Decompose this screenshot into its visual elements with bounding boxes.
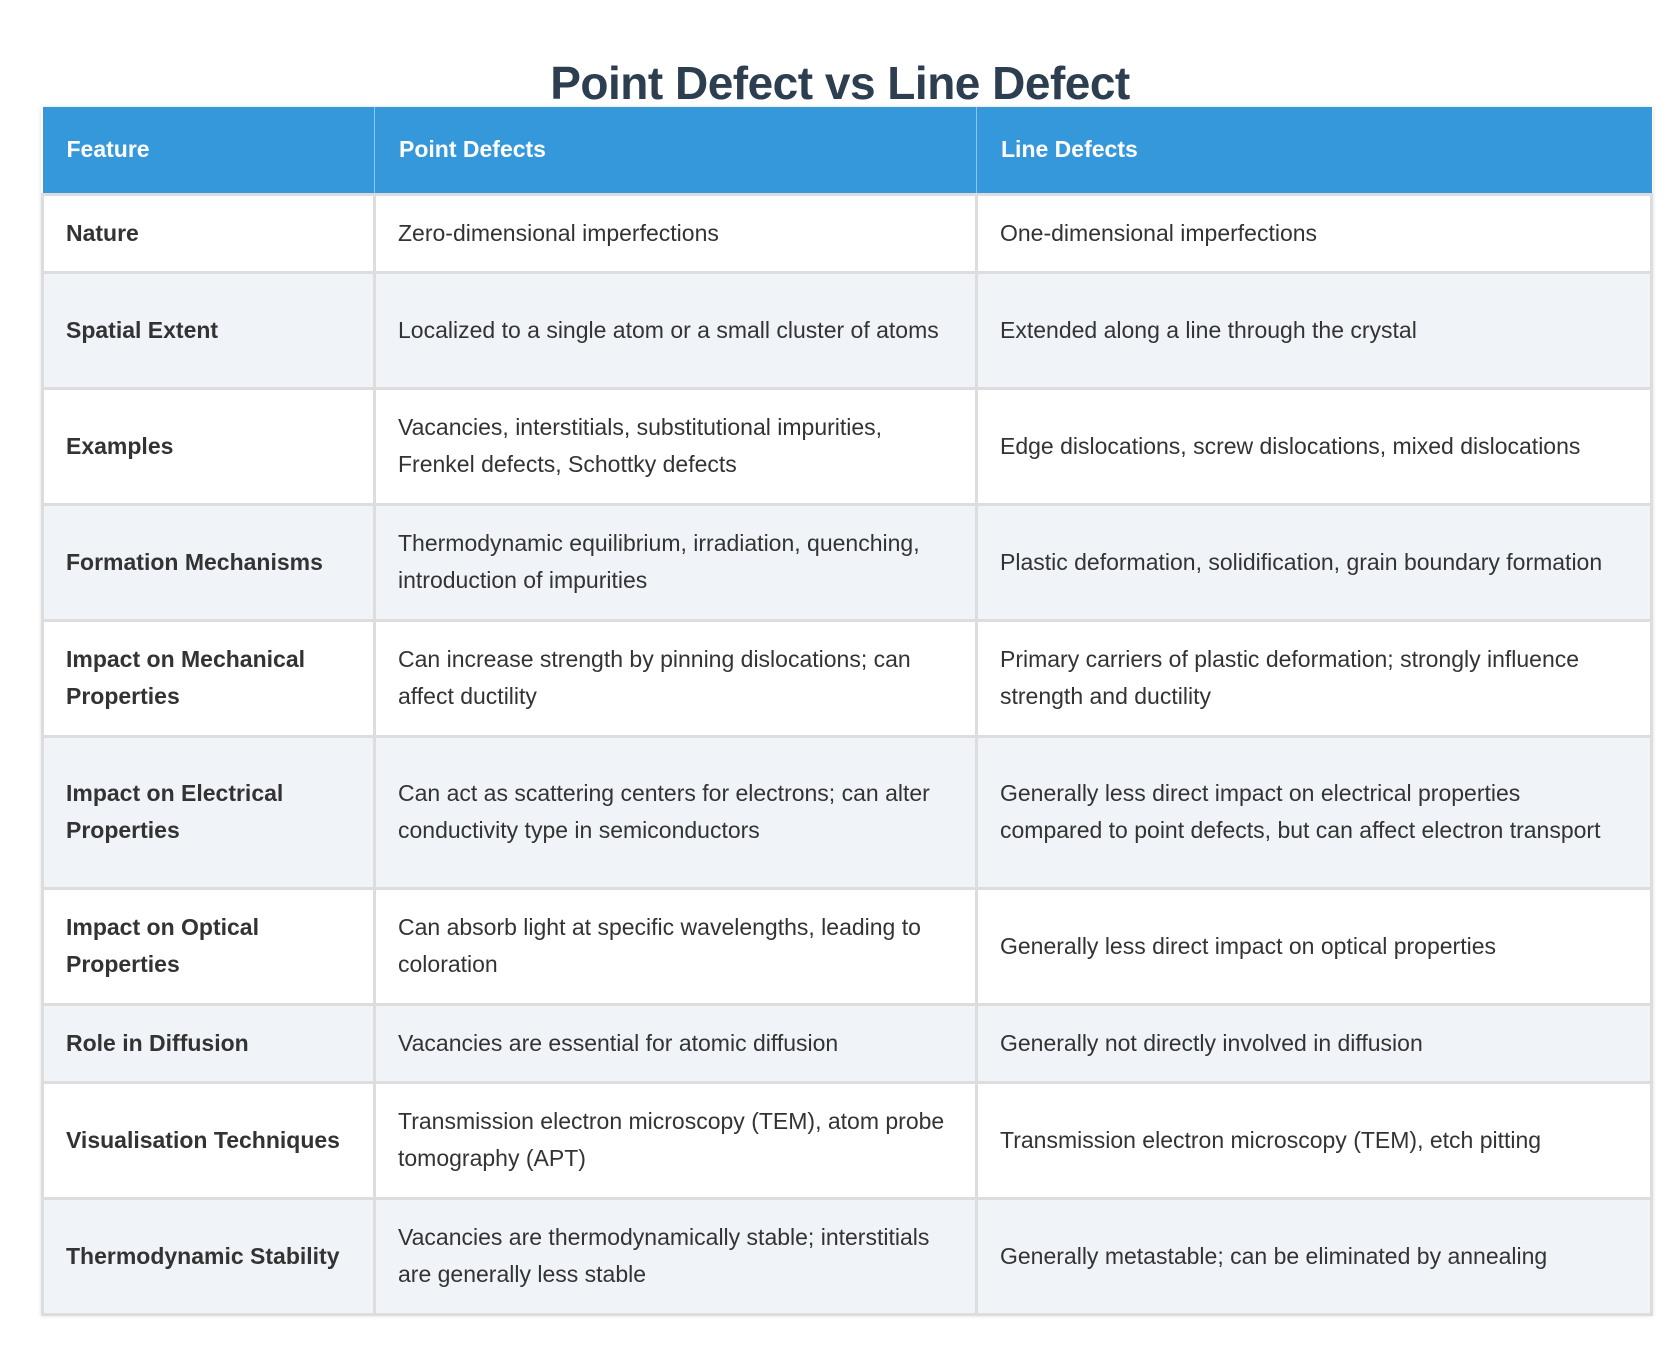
table-row: Impact on Optical Properties Can absorb …	[41, 886, 1653, 1006]
line-defect-cell: Generally not directly involved in diffu…	[975, 1002, 1653, 1084]
table-body: Nature Zero-dimensional imperfections On…	[41, 192, 1653, 1316]
point-defect-cell: Thermodynamic equilibrium, irradiation, …	[373, 502, 978, 622]
point-defect-cell: Vacancies are thermodynamically stable; …	[373, 1196, 978, 1316]
point-defect-cell: Can absorb light at specific wavelengths…	[373, 886, 978, 1006]
column-header-line-defects: Line Defects	[976, 107, 1652, 195]
line-defect-cell: Edge dislocations, screw dislocations, m…	[975, 386, 1653, 506]
feature-cell: Nature	[41, 192, 376, 274]
line-defect-cell: One-dimensional imperfections	[975, 192, 1653, 274]
comparison-table: Feature Point Defects Line Defects Natur…	[41, 107, 1653, 1316]
table-row: Formation Mechanisms Thermodynamic equil…	[41, 502, 1653, 622]
feature-cell: Impact on Mechanical Properties	[41, 618, 376, 738]
line-defect-cell: Primary carriers of plastic deformation;…	[975, 618, 1653, 738]
page-title: Point Defect vs Line Defect	[550, 56, 1130, 109]
column-header-point-defects: Point Defects	[374, 107, 977, 195]
feature-cell: Formation Mechanisms	[41, 502, 376, 622]
table-row: Visualisation Techniques Transmission el…	[41, 1080, 1653, 1200]
line-defect-cell: Generally less direct impact on electric…	[975, 734, 1653, 890]
table-row: Spatial Extent Localized to a single ato…	[41, 270, 1653, 390]
table-row: Nature Zero-dimensional imperfections On…	[41, 192, 1653, 274]
feature-cell: Thermodynamic Stability	[41, 1196, 376, 1316]
table-row: Impact on Mechanical Properties Can incr…	[41, 618, 1653, 738]
feature-cell: Examples	[41, 386, 376, 506]
line-defect-cell: Generally less direct impact on optical …	[975, 886, 1653, 1006]
column-header-feature: Feature	[42, 107, 375, 195]
table-row: Thermodynamic Stability Vacancies are th…	[41, 1196, 1653, 1316]
feature-cell: Impact on Optical Properties	[41, 886, 376, 1006]
line-defect-cell: Generally metastable; can be eliminated …	[975, 1196, 1653, 1316]
point-defect-cell: Vacancies are essential for atomic diffu…	[373, 1002, 978, 1084]
point-defect-cell: Can act as scattering centers for electr…	[373, 734, 978, 890]
feature-cell: Impact on Electrical Properties	[41, 734, 376, 890]
line-defect-cell: Transmission electron microscopy (TEM), …	[975, 1080, 1653, 1200]
feature-cell: Role in Diffusion	[41, 1002, 376, 1084]
table-row: Examples Vacancies, interstitials, subst…	[41, 386, 1653, 506]
table-row: Role in Diffusion Vacancies are essentia…	[41, 1002, 1653, 1084]
point-defect-cell: Zero-dimensional imperfections	[373, 192, 978, 274]
feature-cell: Visualisation Techniques	[41, 1080, 376, 1200]
header-row: Feature Point Defects Line Defects	[42, 107, 1652, 195]
point-defect-cell: Vacancies, interstitials, substitutional…	[373, 386, 978, 506]
line-defect-cell: Extended along a line through the crysta…	[975, 270, 1653, 390]
table-row: Impact on Electrical Properties Can act …	[41, 734, 1653, 890]
point-defect-cell: Can increase strength by pinning disloca…	[373, 618, 978, 738]
point-defect-cell: Transmission electron microscopy (TEM), …	[373, 1080, 978, 1200]
feature-cell: Spatial Extent	[41, 270, 376, 390]
point-defect-cell: Localized to a single atom or a small cl…	[373, 270, 978, 390]
line-defect-cell: Plastic deformation, solidification, gra…	[975, 502, 1653, 622]
table-header: Feature Point Defects Line Defects	[42, 107, 1652, 195]
